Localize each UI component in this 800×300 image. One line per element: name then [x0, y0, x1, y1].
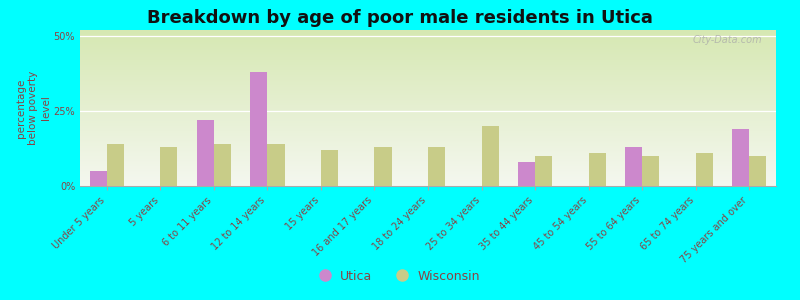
Bar	[518, 162, 535, 186]
Bar	[214, 144, 231, 186]
Text: City-Data.com: City-Data.com	[693, 35, 762, 45]
Bar	[90, 171, 106, 186]
Bar	[535, 156, 552, 186]
Bar	[428, 147, 445, 186]
Bar	[750, 156, 766, 186]
Bar	[732, 129, 750, 186]
Bar	[321, 150, 338, 186]
Text: Breakdown by age of poor male residents in Utica: Breakdown by age of poor male residents …	[147, 9, 653, 27]
Y-axis label: percentage
below poverty
level: percentage below poverty level	[16, 71, 50, 145]
Bar	[106, 144, 124, 186]
Bar	[250, 72, 267, 186]
Bar	[642, 156, 659, 186]
Bar	[197, 120, 214, 186]
Bar	[267, 144, 285, 186]
Bar	[696, 153, 713, 186]
Legend: Utica, Wisconsin: Utica, Wisconsin	[315, 265, 485, 288]
Bar	[589, 153, 606, 186]
Bar	[482, 126, 498, 186]
Bar	[160, 147, 178, 186]
Bar	[625, 147, 642, 186]
Bar	[374, 147, 391, 186]
